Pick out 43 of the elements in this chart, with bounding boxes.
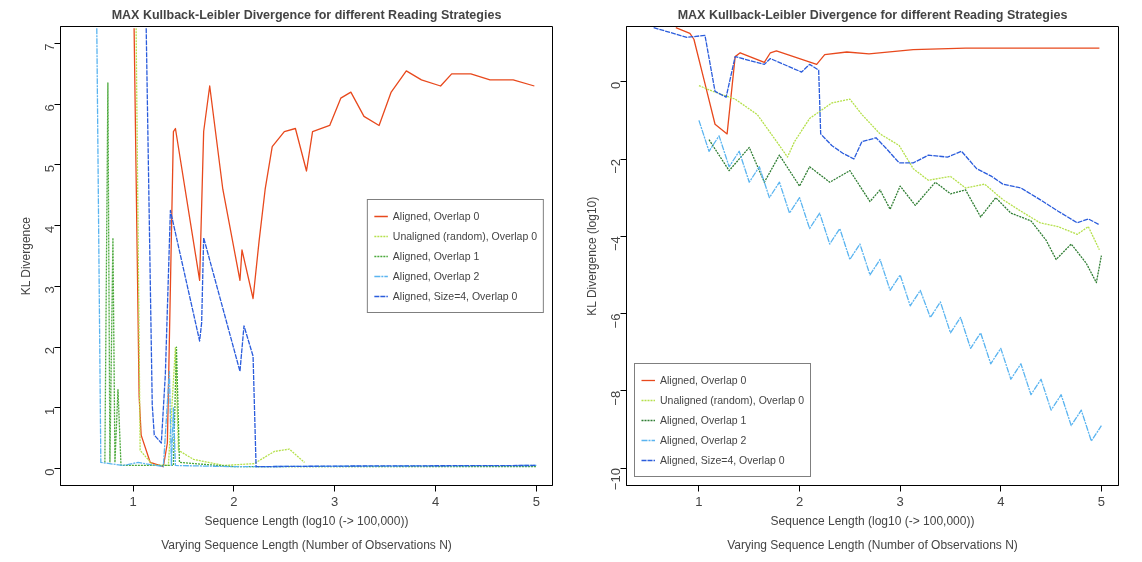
legend-label: Aligned, Size=4, Overlap 0	[392, 289, 518, 302]
legend-label: Aligned, Overlap 2	[392, 269, 480, 282]
x-tick-label: 4	[431, 493, 440, 509]
y-tick-label: 3	[42, 286, 57, 294]
x-tick-label: 1	[129, 493, 137, 509]
legend-label: Aligned, Overlap 1	[660, 414, 747, 426]
y-tick-label: −6	[608, 313, 623, 329]
legend-label: Aligned, Size=4, Overlap 0	[660, 454, 785, 466]
legend-label: Aligned, Overlap 0	[660, 374, 747, 386]
chart-title: MAX Kullback-Leibler Divergence for different Reading Strategies	[111, 7, 502, 22]
y-tick-label: 0	[42, 468, 57, 476]
y-tick-label: −2	[608, 159, 623, 174]
y-tick-label: −4	[608, 236, 623, 252]
legend-label: Aligned, Overlap 1	[392, 249, 480, 262]
y-axis-title: KL Divergence	[18, 216, 33, 296]
y-tick-label: 7	[42, 43, 57, 51]
legend-label: Aligned, Overlap 0	[392, 209, 480, 222]
legend-label: Aligned, Overlap 2	[660, 434, 747, 446]
y-tick-label: 6	[42, 104, 57, 112]
y-axis-title: KL Divergence (log10)	[584, 196, 599, 316]
y-tick-label: 1	[42, 407, 57, 416]
y-tick-label: −8	[608, 390, 623, 406]
x-axis-title: Sequence Length (log10 (-> 100,000))	[204, 513, 409, 528]
y-tick-label: 4	[42, 225, 57, 233]
text: Varying Sequence Length (Number of Observations N)	[727, 537, 1018, 552]
line-series	[135, 27, 306, 467]
y-tick-label: 0	[608, 81, 623, 89]
x-tick-label: 4	[997, 493, 1005, 509]
y-tick-label: 5	[42, 164, 57, 173]
text: Varying Sequence Length (Number of Observations N)	[161, 537, 452, 552]
y-tick-label: −10	[608, 468, 623, 491]
x-tick-label: 2	[230, 493, 238, 509]
chart-title: MAX Kullback-Leibler Divergence for different Reading Strategies	[677, 7, 1068, 22]
x-tick-label: 5	[1097, 493, 1106, 509]
x-tick-label: 3	[896, 493, 904, 509]
x-tick-label: 1	[695, 493, 703, 509]
x-axis-title: Sequence Length (log10 (-> 100,000))	[770, 513, 975, 528]
legend-label: Unaligned (random), Overlap 0	[392, 229, 537, 242]
legend-label: Unaligned (random), Overlap 0	[660, 394, 805, 406]
x-tick-label: 5	[532, 493, 540, 509]
x-tick-label: 2	[795, 493, 804, 509]
x-tick-label: 3	[331, 493, 339, 509]
y-tick-label: 2	[42, 347, 57, 355]
